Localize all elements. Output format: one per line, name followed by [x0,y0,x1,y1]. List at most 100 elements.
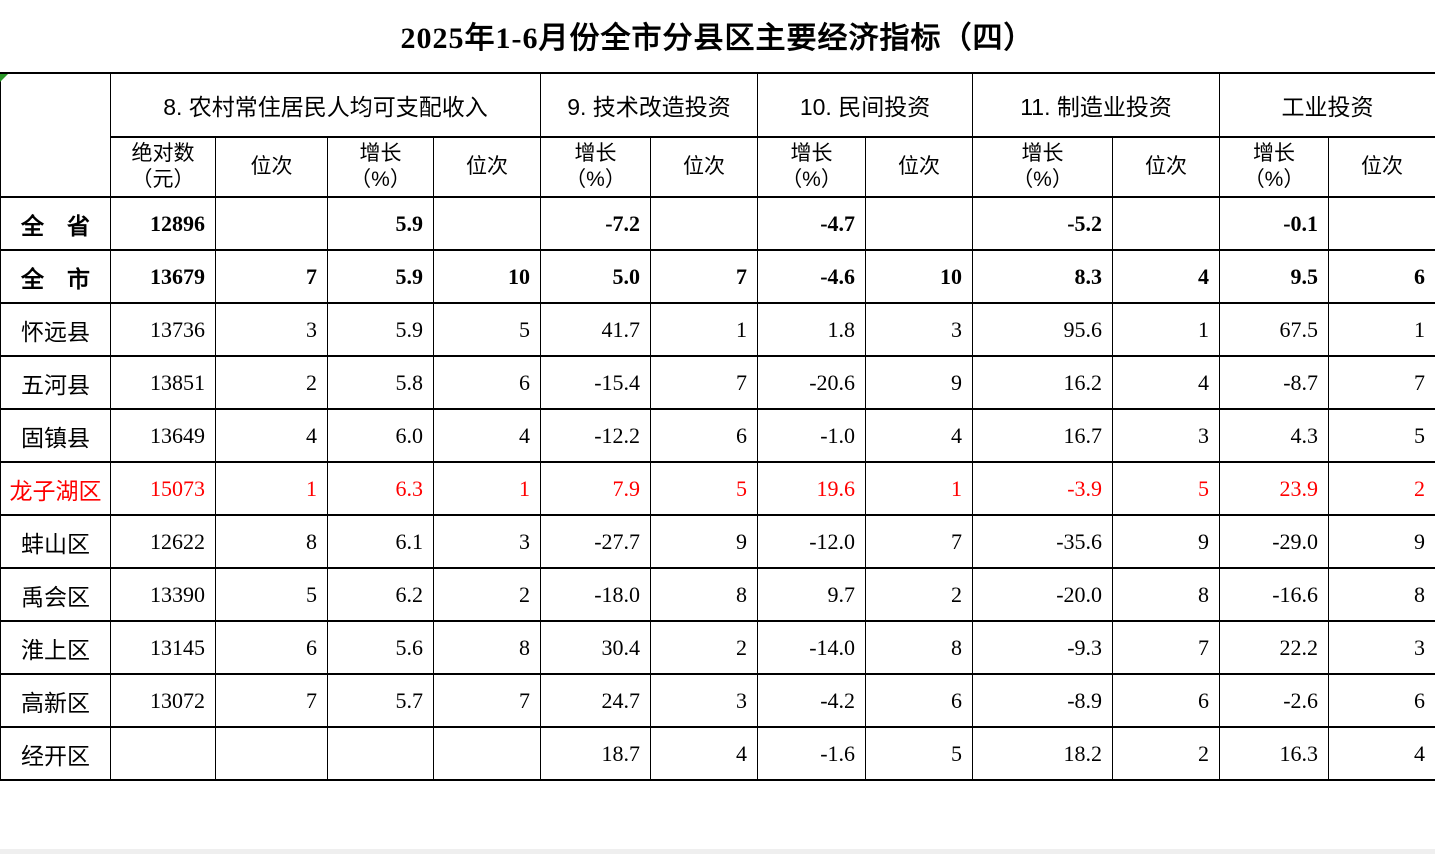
value-cell: 1 [1328,302,1435,357]
value-cell: -14.0 [757,620,867,675]
value-cell: 13072 [110,673,216,728]
subheader-line1: 位次 [1145,155,1188,178]
subheader-cell: 增长 （%） [1219,136,1330,198]
value-cell: 3 [215,302,328,357]
value-cell: 1 [865,461,974,516]
value-cell: -8.7 [1219,355,1330,410]
value-cell: 5.8 [327,355,434,410]
value-cell: 13649 [110,408,216,463]
value-cell: 8.3 [972,249,1114,304]
value-cell: 8 [865,620,974,675]
value-cell: 12896 [110,196,216,251]
value-cell: 1 [432,461,542,516]
value-cell: 5 [1112,461,1221,516]
value-cell: -3.9 [972,461,1114,516]
value-cell: 13390 [110,567,216,622]
region-name-cell: 全 市 [0,249,111,304]
cell-error-indicator-icon [0,74,8,82]
value-cell: 12622 [110,514,216,569]
value-cell: 2 [865,567,974,622]
value-cell: 2 [1112,726,1221,781]
value-cell: 1.8 [757,302,867,357]
value-cell: 5.9 [327,196,434,251]
value-cell: 7 [650,355,759,410]
value-cell: 5.6 [327,620,434,675]
subheader-line1: 位次 [250,155,293,178]
value-cell: 2 [215,355,328,410]
value-cell: 6 [432,355,542,410]
value-cell: 4 [432,408,542,463]
value-cell: -20.6 [757,355,867,410]
value-cell: 15073 [110,461,216,516]
value-cell: -9.3 [972,620,1114,675]
value-cell: 9 [1328,514,1435,569]
table-row: 全 市 13679 7 5.9 10 5.0 7 -4.6 10 8.3 4 9.5 6 [0,249,1435,304]
value-cell [432,196,542,251]
subheader-line2: （%） [781,168,842,191]
subheader-line1: 位次 [466,155,508,178]
value-cell: -15.4 [540,355,652,410]
table-body: 全 省 12896 5.9 -7.2 -4.7 -5.2 -0.1 全 市 13679 7 5.9 1… [0,196,1435,781]
value-cell: 67.5 [1219,302,1330,357]
subheader-cell: 位次 [432,136,542,198]
value-cell: 9.7 [757,567,867,622]
value-cell [865,196,974,251]
value-cell: 7 [1112,620,1221,675]
value-cell [432,726,542,781]
value-cell: 10 [865,249,974,304]
value-cell: 19.6 [757,461,867,516]
value-cell: 9 [865,355,974,410]
group-header-cell: 11. 制造业投资 [972,72,1221,138]
region-name-cell: 经开区 [0,726,111,781]
value-cell: -12.2 [540,408,652,463]
table-row: 固镇县 13649 4 6.0 4 -12.2 6 -1.0 4 16.7 3 4.3 5 [0,408,1435,463]
value-cell: 9 [650,514,759,569]
subheader-line2: （%） [350,168,411,191]
region-name-cell: 淮上区 [0,620,111,675]
subheader-line1: 位次 [683,155,726,178]
table-row: 龙子湖区 15073 1 6.3 1 7.9 5 19.6 1 -3.9 5 23.9 2 [0,461,1435,516]
value-cell: 10 [432,249,542,304]
value-cell: 5.7 [327,673,434,728]
group-header-cell: 10. 民间投资 [757,72,974,138]
subheader-cell: 增长 （%） [540,136,652,198]
value-cell: 22.2 [1219,620,1330,675]
value-cell: -35.6 [972,514,1114,569]
region-name-cell: 禹会区 [0,567,111,622]
subheader-line1: 增长 [1253,142,1296,165]
subheader-line2: （元） [131,168,195,191]
value-cell: 30.4 [540,620,652,675]
value-cell: 6 [215,620,328,675]
value-cell: 7 [215,673,328,728]
table-row: 经开区 18.7 4 -1.6 5 18.2 2 16.3 4 [0,726,1435,781]
value-cell: 4 [1112,249,1221,304]
subheader-cell: 位次 [650,136,759,198]
value-cell: 7 [1328,355,1435,410]
value-cell: 8 [1328,567,1435,622]
value-cell: 4 [650,726,759,781]
value-cell: 6 [865,673,974,728]
value-cell: -7.2 [540,196,652,251]
value-cell: 23.9 [1219,461,1330,516]
value-cell [215,196,328,251]
subheader-cell: 增长 （%） [757,136,867,198]
value-cell: 3 [432,514,542,569]
value-cell: -12.0 [757,514,867,569]
value-cell: 3 [650,673,759,728]
region-name-cell: 固镇县 [0,408,111,463]
subheader-cell: 增长 （%） [972,136,1114,198]
value-cell: 8 [650,567,759,622]
table-row: 禹会区 13390 5 6.2 2 -18.0 8 9.7 2 -20.0 8 -16.6 8 [0,567,1435,622]
bottom-edge [0,849,1435,854]
subheader-line1: 绝对数 [131,142,195,165]
value-cell: 6 [1112,673,1221,728]
value-cell: -4.7 [757,196,867,251]
value-cell [1328,196,1435,251]
value-cell: 95.6 [972,302,1114,357]
region-name-cell: 全 省 [0,196,111,251]
value-cell: 4 [865,408,974,463]
subheader-cell: 增长 （%） [327,136,434,198]
value-cell: 8 [215,514,328,569]
value-cell: 7.9 [540,461,652,516]
region-name-cell: 五河县 [0,355,111,410]
